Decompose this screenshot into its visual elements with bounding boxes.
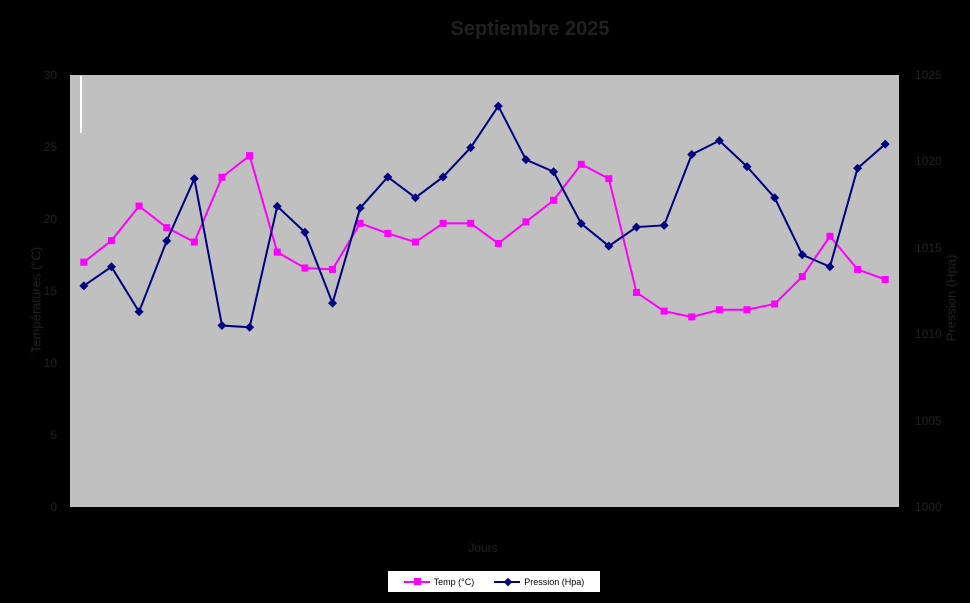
temp-data-marker [798, 273, 806, 281]
temp-data-marker [384, 229, 392, 237]
pressure-diamond-marker-icon [504, 577, 513, 587]
legend-label-temp: Temp (°C) [433, 576, 475, 587]
pressure-data-marker [604, 241, 614, 251]
left-axis-line [65, 75, 70, 512]
pressure-data-marker [410, 193, 420, 203]
left-axis-tick-label: 15 [43, 284, 57, 298]
temp-data-marker [688, 313, 696, 321]
temp-data-marker [301, 264, 309, 272]
pressure-data-marker [825, 262, 835, 272]
pressure-data-marker [328, 298, 338, 308]
right-axis-tick-label: 1020 [915, 154, 942, 169]
pressure-data-marker [217, 321, 227, 331]
pressure-data-marker [300, 227, 310, 237]
right-axis-line [899, 75, 905, 512]
x-axis-line [65, 507, 911, 510]
left-axis-tick-label: 20 [43, 212, 57, 226]
right-axis-tick-label: 1015 [915, 240, 942, 255]
left-axis-title: Températures (°C) [28, 246, 44, 354]
pressure-data-marker [714, 136, 724, 146]
pressure-line-sample [494, 577, 521, 587]
pressure-data-marker [687, 149, 697, 159]
right-axis-tick-label: 1025 [915, 68, 942, 82]
temp-data-marker [439, 219, 447, 227]
plot-area [70, 75, 899, 507]
temp-data-marker [273, 248, 281, 256]
legend-label-pressure: Pression (Hpa) [524, 576, 585, 587]
temp-data-marker [135, 202, 143, 210]
right-axis-tick-label: 1000 [915, 500, 942, 514]
pressure-data-marker [742, 162, 752, 172]
x-axis-title: Jours [468, 541, 498, 555]
right-axis-title: Pression (Hpa) [943, 254, 959, 342]
temp-data-marker [218, 173, 226, 181]
pressure-data-marker [106, 262, 116, 272]
pressure-data-marker [245, 322, 255, 332]
left-axis-tick-label: 30 [43, 68, 57, 82]
temp-data-marker [494, 239, 502, 247]
left-axis-tick-label: 25 [43, 140, 57, 154]
pressure-data-marker [770, 193, 780, 203]
temp-data-marker [605, 175, 613, 183]
pressure-data-marker [880, 139, 890, 149]
pressure-data-marker [134, 307, 144, 317]
left-axis-tick-label: 0 [50, 500, 57, 514]
temp-data-marker [80, 258, 88, 266]
temp-data-marker [743, 306, 751, 314]
temp-square-marker-icon [413, 578, 421, 585]
pressure-data-marker [576, 219, 586, 229]
pressure-data-marker [631, 222, 641, 232]
temp-data-marker [854, 265, 862, 273]
pressure-data-marker [189, 174, 199, 184]
pressure-data-marker [355, 203, 365, 213]
pressure-data-marker [162, 236, 172, 246]
left-axis-tick-label: 5 [50, 428, 57, 442]
pressure-data-marker [438, 172, 448, 182]
pressure-data-marker [466, 143, 476, 153]
pressure-series-line [83, 104, 886, 329]
pressure-data-marker [659, 220, 669, 230]
temp-line-sample [403, 577, 430, 586]
legend-entry-temp: Temp (°C) [403, 576, 475, 587]
temp-data-marker [411, 238, 419, 246]
pressure-data-marker [797, 250, 807, 260]
pressure-data-marker [521, 155, 531, 165]
pressure-data-marker [853, 163, 863, 173]
right-axis-tick-label: 1005 [915, 413, 942, 428]
pressure-data-marker [493, 101, 503, 111]
pressure-data-marker [79, 281, 89, 291]
temp-data-marker [715, 306, 723, 314]
left-axis-tick-label: 10 [43, 356, 57, 370]
pressure-data-marker [272, 201, 282, 211]
temp-data-marker [107, 237, 115, 245]
chart-title: Septiembre 2025 [450, 18, 610, 40]
legend-entry-pressure: Pression (Hpa) [494, 577, 584, 587]
right-axis-tick-label: 1010 [915, 327, 942, 342]
legend: Temp (°C) Pression (Hpa) [387, 570, 601, 593]
temp-series-line [83, 153, 886, 318]
temp-data-marker [246, 152, 254, 160]
temp-data-marker [329, 265, 337, 273]
temp-data-marker [356, 219, 364, 227]
temp-data-marker [467, 219, 475, 227]
pressure-data-marker [383, 172, 393, 182]
temp-data-marker [163, 224, 171, 232]
temp-data-marker [522, 218, 530, 226]
temp-data-marker [550, 196, 558, 204]
temp-data-marker [771, 300, 779, 308]
temp-data-marker [881, 275, 889, 283]
temp-data-marker [826, 232, 834, 240]
temp-data-marker [632, 288, 640, 296]
temp-data-marker [577, 160, 585, 168]
temp-data-marker [190, 238, 198, 246]
pressure-data-marker [549, 167, 559, 177]
temp-data-marker [660, 307, 668, 315]
